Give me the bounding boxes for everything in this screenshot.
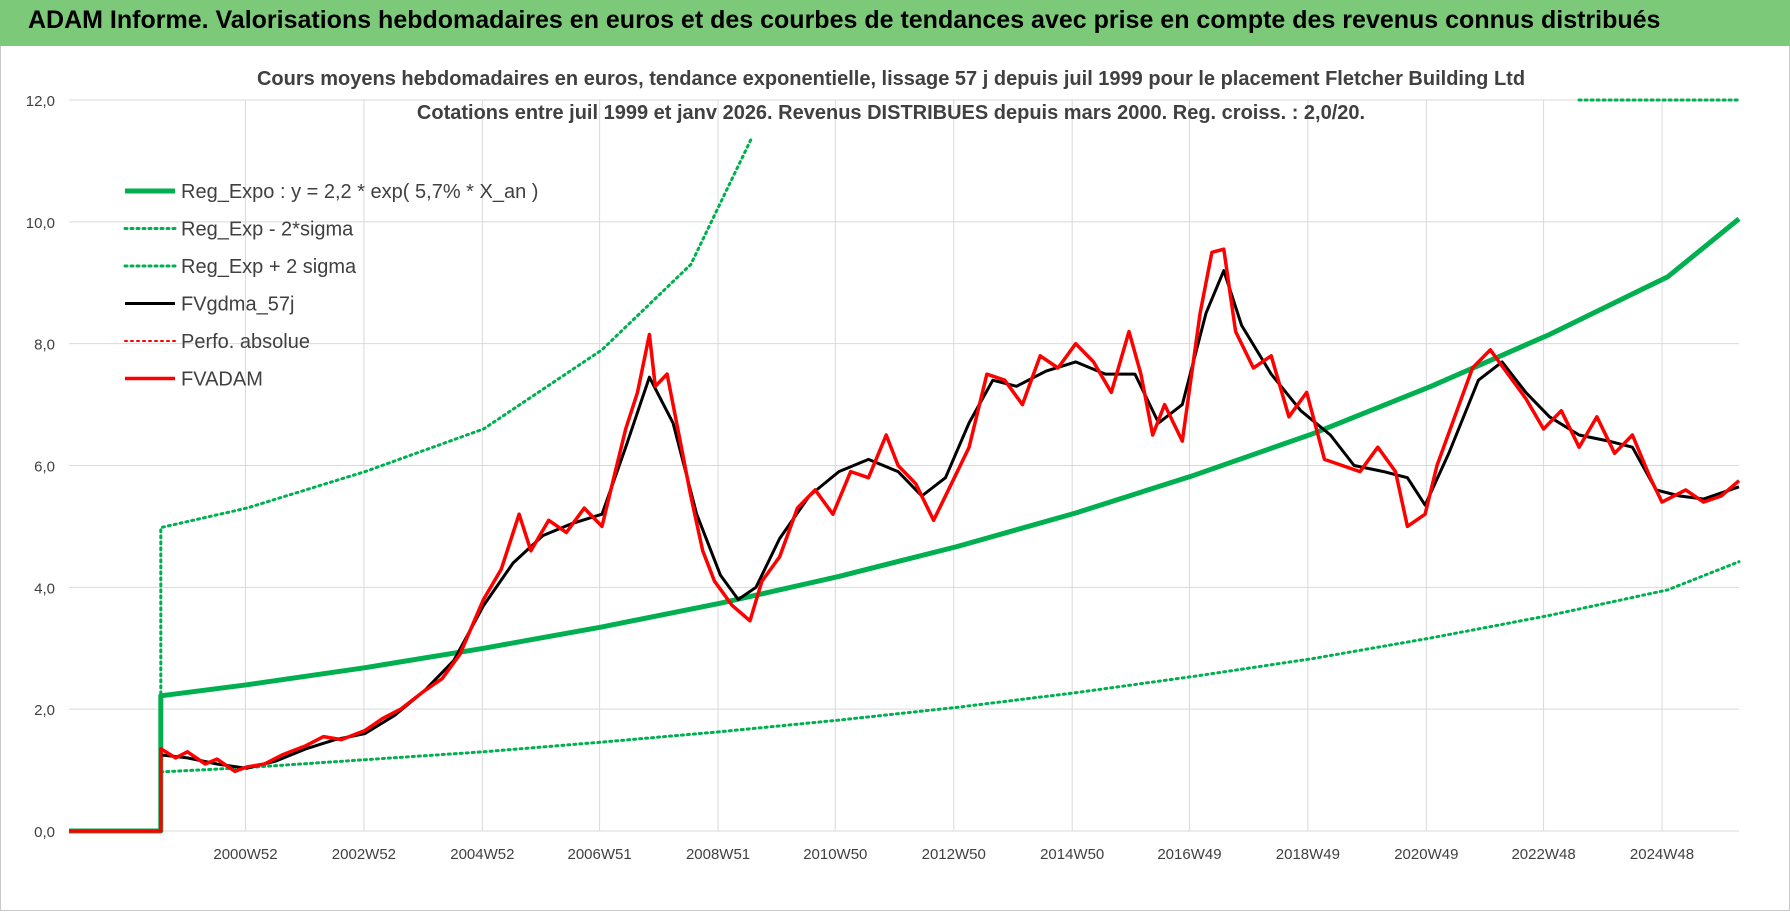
x-tick-label: 2024W48 (1630, 846, 1694, 863)
series-line (69, 247, 1741, 833)
x-tick-label: 2002W52 (332, 846, 396, 863)
series-line (159, 135, 754, 774)
x-tick-label: 2020W49 (1394, 846, 1458, 863)
banner-title: ADAM Informe. Valorisations hebdomadaire… (28, 6, 1661, 34)
chart-frame: 0,0 2,0 4,0 6,0 8,0 10,0 12,0 2000W52 2002W52 200… (0, 46, 1790, 911)
series-line (69, 269, 1740, 833)
legend-label: Reg_Exp - 2*sigma (181, 219, 354, 241)
chart-subtitle: Cotations entre juil 1999 et janv 2026. … (417, 102, 1365, 124)
y-tick-label: 4,0 (34, 580, 55, 597)
chart-svg: 0,0 2,0 4,0 6,0 8,0 10,0 12,0 2000W52 2002W52 200… (26, 68, 1741, 863)
legend-label: Perfo. absolue (181, 331, 310, 353)
y-tick-label: 12,0 (26, 93, 55, 110)
x-tick-label: 2016W49 (1157, 846, 1221, 863)
x-tick-label: 2012W50 (922, 846, 986, 863)
y-tick-label: 8,0 (34, 337, 55, 354)
x-tick-label: 2022W48 (1511, 846, 1575, 863)
chart-title: Cours moyens hebdomadaires en euros, ten… (257, 68, 1525, 90)
x-tick-label: 2004W52 (450, 846, 514, 863)
x-tick-label: 2008W51 (686, 846, 750, 863)
x-tick-label: 2018W49 (1276, 846, 1340, 863)
legend-label: FVADAM (181, 369, 263, 391)
y-tick-label: 0,0 (34, 824, 55, 841)
x-tick-label: 2014W50 (1040, 846, 1104, 863)
series-line (159, 560, 1741, 774)
header-banner: ADAM Informe. Valorisations hebdomadaire… (0, 0, 1790, 46)
x-tick-label: 2000W52 (213, 846, 277, 863)
y-tick-label: 10,0 (26, 215, 55, 232)
x-tick-label: 2006W51 (568, 846, 632, 863)
legend-label: Reg_Exp + 2 sigma (181, 256, 357, 278)
legend-label: FVgdma_57j (181, 294, 294, 316)
y-tick-label: 6,0 (34, 459, 55, 476)
x-tick-label: 2010W50 (803, 846, 867, 863)
y-tick-label: 2,0 (34, 702, 55, 719)
legend-label: Reg_Expo : y = 2,2 * exp( 5,7% * X_an ) (181, 181, 538, 203)
